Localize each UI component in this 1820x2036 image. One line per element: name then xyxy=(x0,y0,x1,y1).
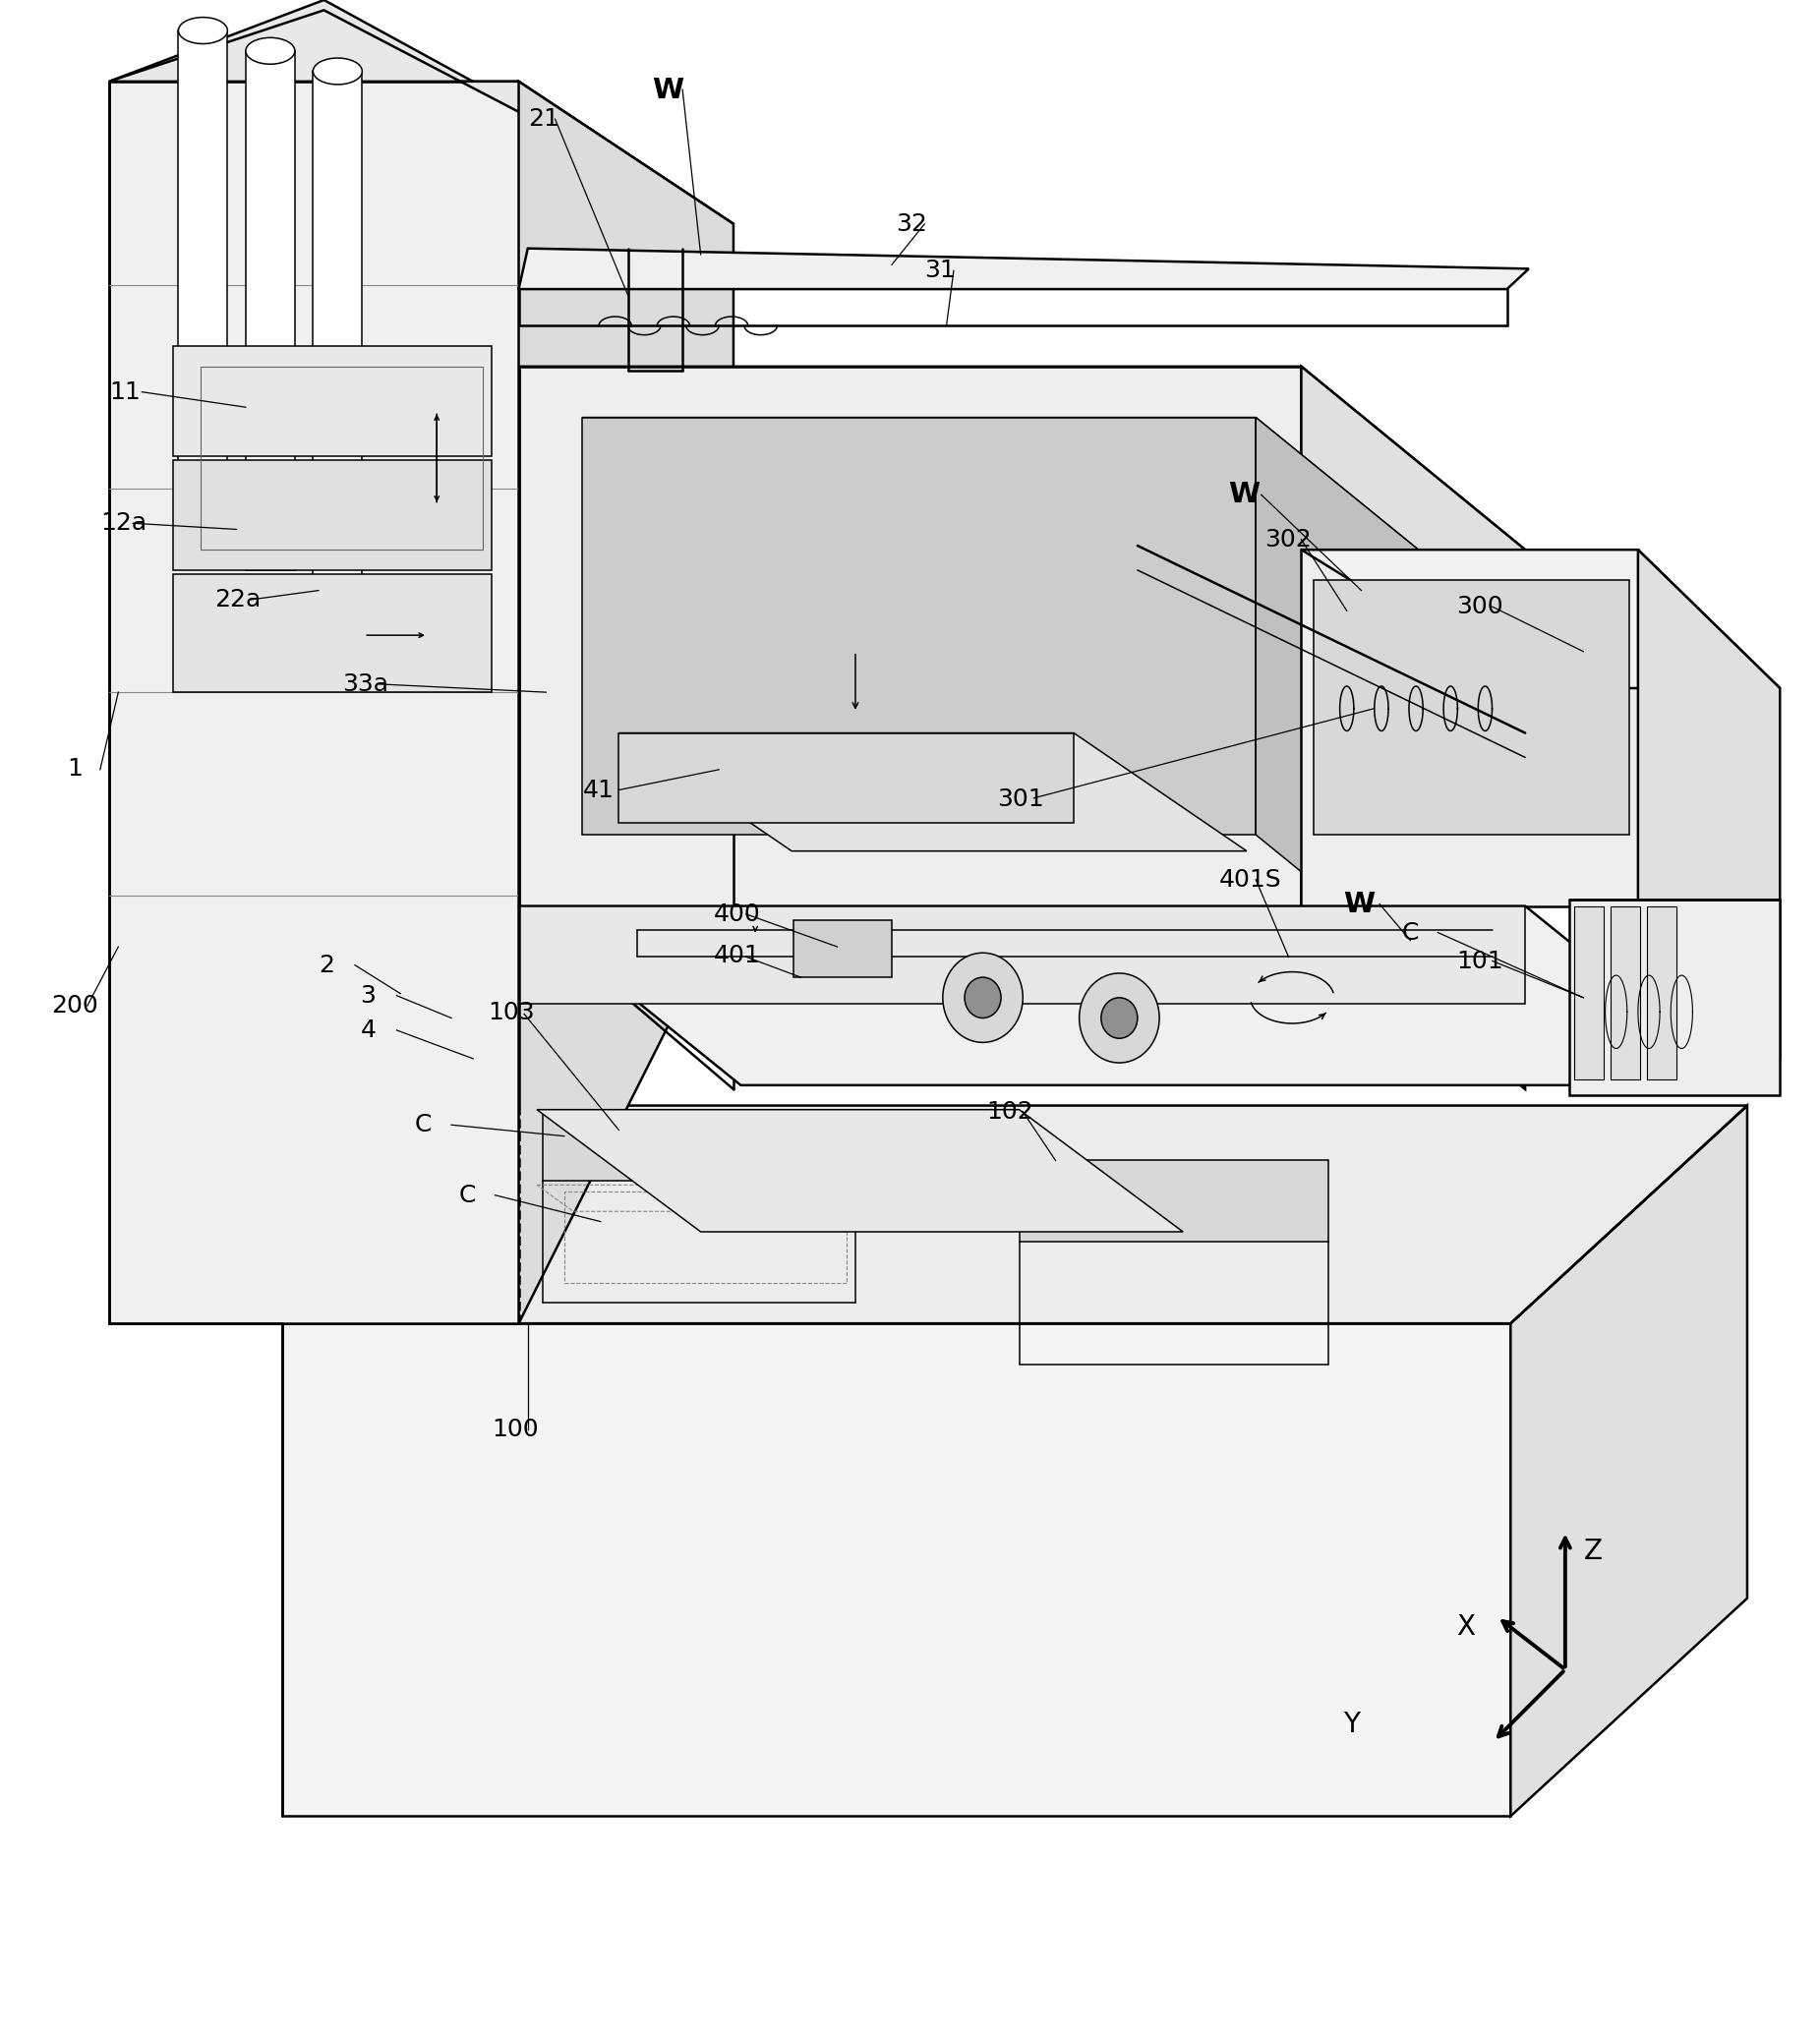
Polygon shape xyxy=(1511,1106,1747,1816)
Text: 302: 302 xyxy=(1265,527,1312,552)
Text: 33a: 33a xyxy=(342,672,388,696)
Circle shape xyxy=(965,977,1001,1018)
Polygon shape xyxy=(1314,580,1629,835)
Polygon shape xyxy=(109,81,519,1323)
Text: 3: 3 xyxy=(360,983,377,1008)
Text: 400: 400 xyxy=(713,902,761,926)
Polygon shape xyxy=(246,51,295,570)
Polygon shape xyxy=(109,0,733,224)
Text: Z: Z xyxy=(1583,1537,1602,1566)
Circle shape xyxy=(943,953,1023,1042)
Text: 200: 200 xyxy=(51,994,98,1018)
Text: C: C xyxy=(415,1114,431,1136)
Circle shape xyxy=(1079,973,1159,1063)
Polygon shape xyxy=(313,71,362,611)
Ellipse shape xyxy=(246,39,295,63)
Text: 32: 32 xyxy=(895,212,926,236)
Text: W: W xyxy=(652,77,682,104)
Text: W: W xyxy=(1343,890,1374,918)
Text: 4: 4 xyxy=(360,1018,377,1042)
Polygon shape xyxy=(537,1110,1183,1232)
Text: 12a: 12a xyxy=(100,511,146,535)
Text: 1: 1 xyxy=(67,757,84,780)
Polygon shape xyxy=(282,1106,1747,1323)
Polygon shape xyxy=(1569,900,1780,1095)
Text: Y: Y xyxy=(1343,1710,1360,1739)
Polygon shape xyxy=(1256,417,1456,998)
Polygon shape xyxy=(619,733,1247,851)
Polygon shape xyxy=(1647,906,1676,1079)
Polygon shape xyxy=(1019,1161,1329,1242)
Text: 401: 401 xyxy=(713,945,761,967)
Text: C: C xyxy=(459,1183,475,1207)
Circle shape xyxy=(1101,998,1138,1038)
Ellipse shape xyxy=(178,18,228,43)
Polygon shape xyxy=(1301,550,1780,688)
Polygon shape xyxy=(519,81,733,1323)
Polygon shape xyxy=(173,574,491,692)
Polygon shape xyxy=(1611,906,1640,1079)
Text: 103: 103 xyxy=(488,1002,535,1024)
Polygon shape xyxy=(519,248,1529,289)
Text: 101: 101 xyxy=(1456,949,1503,973)
Polygon shape xyxy=(1638,550,1780,1059)
Polygon shape xyxy=(519,906,1747,1085)
Text: 21: 21 xyxy=(528,108,559,130)
Text: 22a: 22a xyxy=(215,588,262,611)
Text: 300: 300 xyxy=(1456,595,1503,619)
Text: 11: 11 xyxy=(109,381,140,403)
Polygon shape xyxy=(178,31,228,529)
Polygon shape xyxy=(519,366,1525,550)
Polygon shape xyxy=(519,906,1525,1004)
Text: 41: 41 xyxy=(582,778,613,802)
Text: X: X xyxy=(1456,1613,1474,1641)
Polygon shape xyxy=(794,920,892,977)
Polygon shape xyxy=(619,733,1074,823)
Text: 2: 2 xyxy=(318,953,335,977)
Polygon shape xyxy=(1301,550,1638,906)
Polygon shape xyxy=(582,417,1256,835)
Text: 102: 102 xyxy=(986,1099,1034,1124)
Polygon shape xyxy=(519,366,1301,906)
Text: 31: 31 xyxy=(925,259,955,283)
Polygon shape xyxy=(542,1110,855,1181)
Text: 301: 301 xyxy=(997,788,1045,810)
Text: 100: 100 xyxy=(491,1417,539,1441)
Text: W: W xyxy=(1229,480,1259,509)
Polygon shape xyxy=(173,346,491,456)
Polygon shape xyxy=(173,460,491,570)
Text: C: C xyxy=(1401,920,1418,945)
Polygon shape xyxy=(1301,366,1525,1089)
Polygon shape xyxy=(1574,906,1603,1079)
Polygon shape xyxy=(282,1323,1511,1816)
Ellipse shape xyxy=(313,59,362,86)
Text: 401S: 401S xyxy=(1219,867,1281,892)
Polygon shape xyxy=(582,417,1456,580)
Polygon shape xyxy=(109,10,733,224)
